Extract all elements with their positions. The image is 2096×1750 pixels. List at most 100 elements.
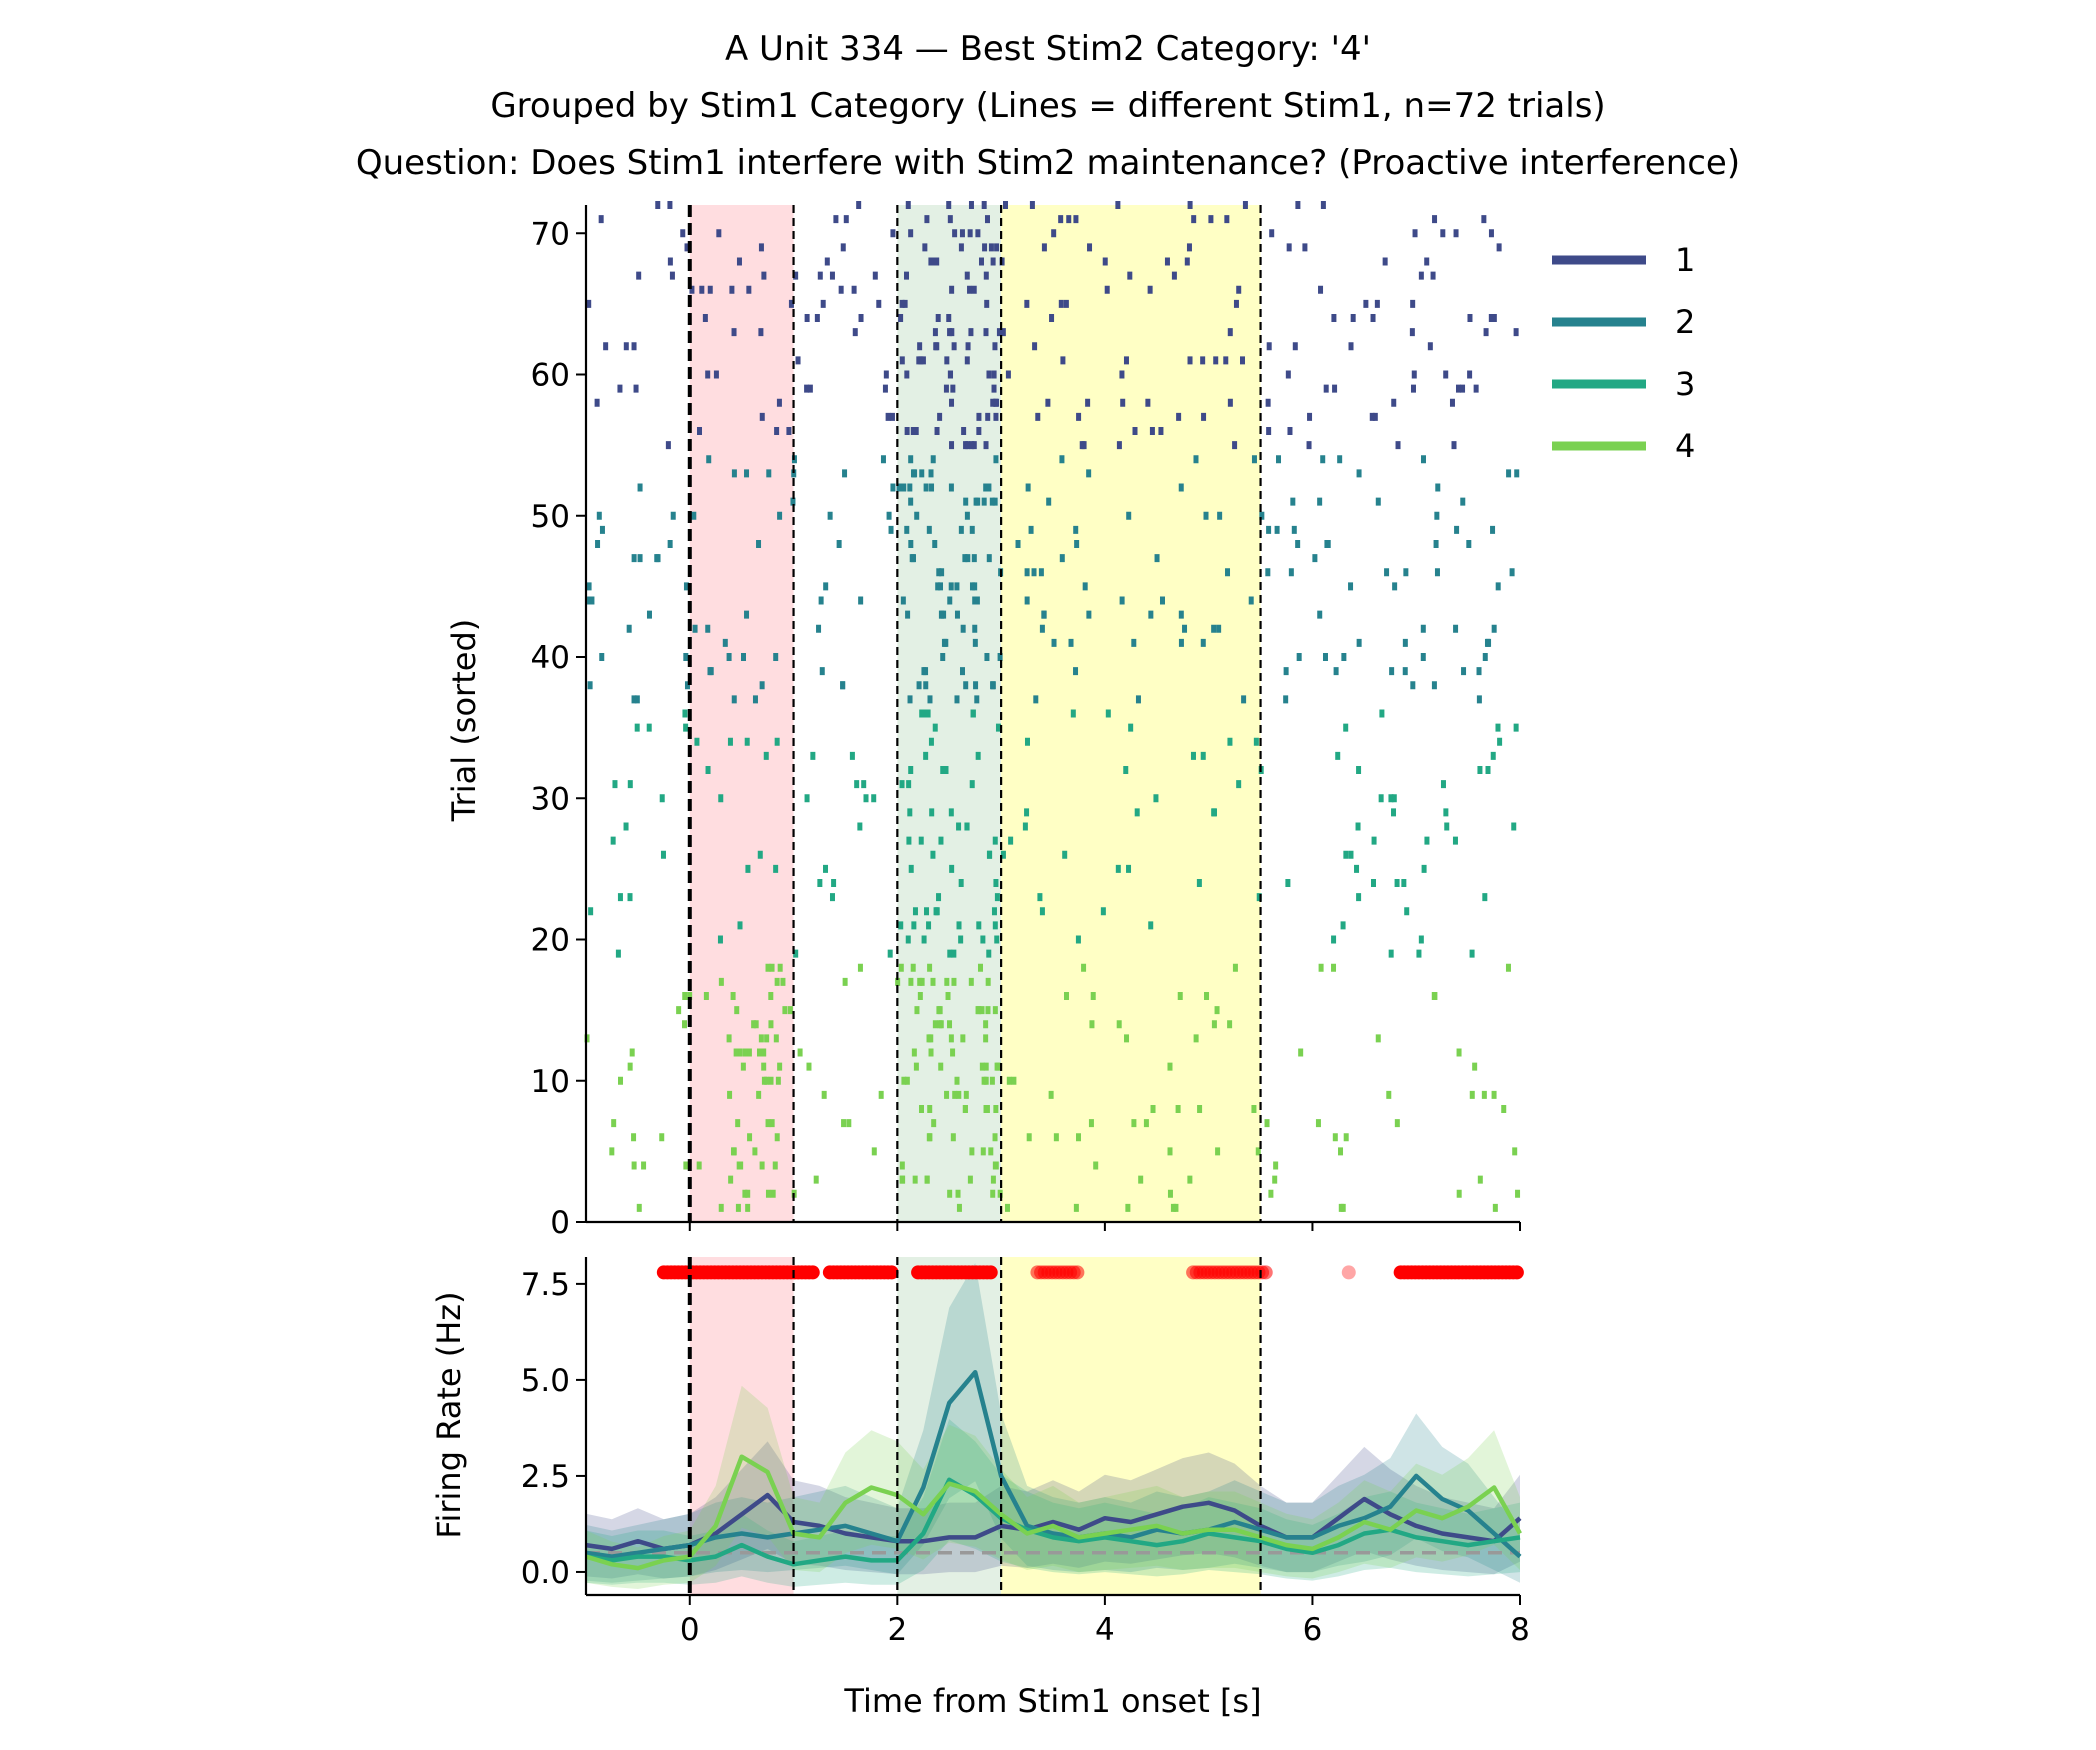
spike-tick <box>753 1020 759 1029</box>
spike-tick <box>1375 1034 1381 1043</box>
raster-y-tick-label: 60 <box>531 358 570 394</box>
rate-x-tick-label: 4 <box>1095 1612 1115 1648</box>
spike-tick <box>920 356 926 365</box>
spike-tick <box>1460 497 1466 506</box>
spike-tick <box>1363 299 1369 308</box>
spike-tick <box>988 243 994 252</box>
spike-tick <box>665 441 671 450</box>
spike-tick <box>1086 469 1092 478</box>
spike-tick <box>1491 624 1497 633</box>
spike-tick <box>1029 201 1035 209</box>
spike-tick <box>791 469 797 478</box>
spike-tick <box>594 398 600 407</box>
spike-tick <box>990 257 996 266</box>
spike-tick <box>733 1048 739 1057</box>
spike-tick <box>1269 229 1275 238</box>
spike-tick <box>968 977 974 986</box>
spike-tick <box>963 497 969 506</box>
spike-tick <box>972 638 978 647</box>
spike-tick <box>932 1020 938 1029</box>
spike-tick <box>1045 398 1051 407</box>
spike-tick <box>618 1076 624 1085</box>
spike-tick <box>757 850 763 859</box>
spike-tick <box>938 1020 944 1029</box>
spike-tick <box>1401 879 1407 887</box>
spike-tick <box>918 1105 924 1113</box>
spike-tick <box>1443 370 1449 379</box>
spike-tick <box>1049 314 1055 322</box>
spike-tick <box>787 1006 793 1015</box>
spike-tick <box>1416 949 1422 958</box>
spike-tick <box>722 638 728 647</box>
spike-tick <box>857 822 863 831</box>
spike-tick <box>904 525 910 534</box>
spike-tick <box>899 1161 905 1170</box>
spike-tick <box>1409 328 1415 337</box>
spike-tick <box>1143 1119 1149 1128</box>
spike-tick <box>954 582 960 591</box>
spike-tick <box>935 582 941 591</box>
spike-tick <box>768 1076 774 1085</box>
spike-tick <box>963 1090 969 1099</box>
spike-tick <box>1038 568 1044 577</box>
spike-tick <box>861 780 867 789</box>
spike-tick <box>1138 1175 1144 1184</box>
spike-tick <box>1170 1203 1176 1212</box>
spike-tick <box>1251 1105 1257 1113</box>
spike-tick <box>1379 709 1385 718</box>
spike-tick <box>786 427 792 435</box>
spike-tick <box>947 215 953 224</box>
spike-tick <box>1224 215 1230 224</box>
spike-tick <box>882 384 888 393</box>
spike-tick <box>1119 596 1125 605</box>
spike-tick <box>1082 582 1088 591</box>
spike-tick <box>1285 879 1291 887</box>
spike-tick <box>1378 794 1384 803</box>
spike-tick <box>730 992 736 1000</box>
spike-tick <box>1201 412 1207 421</box>
spike-tick <box>970 709 976 718</box>
spike-tick <box>1374 299 1380 308</box>
spike-tick <box>1251 455 1257 464</box>
spike-tick <box>774 977 780 986</box>
spike-tick <box>683 1161 689 1170</box>
spike-tick <box>1266 342 1272 351</box>
spike-tick <box>989 497 995 506</box>
spike-tick <box>968 201 974 209</box>
spike-tick <box>646 723 652 732</box>
raster-panel: 0 10 20 30 40 50 60 70 Trial (sorted) <box>445 201 1521 1241</box>
spike-tick <box>974 596 980 605</box>
spike-tick <box>974 695 980 704</box>
spike-tick <box>1323 384 1329 393</box>
spike-tick <box>996 328 1002 337</box>
spike-tick <box>910 427 916 435</box>
spike-tick <box>1266 427 1272 435</box>
spike-tick <box>963 681 969 690</box>
spike-tick <box>633 384 639 393</box>
spike-tick <box>927 1105 933 1113</box>
spike-tick <box>995 723 1001 732</box>
spike-tick <box>846 1119 852 1128</box>
spike-tick <box>973 681 979 690</box>
spike-tick <box>1232 441 1238 450</box>
epoch-band-delay <box>1001 205 1261 1222</box>
spike-tick <box>1125 1203 1131 1212</box>
spike-tick <box>1086 610 1092 619</box>
spike-tick <box>1024 737 1030 746</box>
spike-tick <box>1024 808 1030 817</box>
spike-tick <box>1024 299 1030 308</box>
spike-tick <box>1264 1119 1270 1128</box>
spike-tick <box>726 1034 732 1043</box>
spike-tick <box>1476 695 1482 704</box>
spike-tick <box>1298 1048 1304 1057</box>
spike-tick <box>1182 624 1188 633</box>
spike-tick <box>1291 525 1297 534</box>
spike-tick <box>842 977 848 986</box>
spike-tick <box>1154 554 1160 563</box>
spike-tick <box>878 1090 884 1099</box>
spike-tick <box>759 681 765 690</box>
spike-tick <box>761 1062 767 1071</box>
rate-x-tick-label: 8 <box>1510 1612 1530 1648</box>
spike-tick <box>745 1203 751 1212</box>
spike-tick <box>1266 525 1272 534</box>
